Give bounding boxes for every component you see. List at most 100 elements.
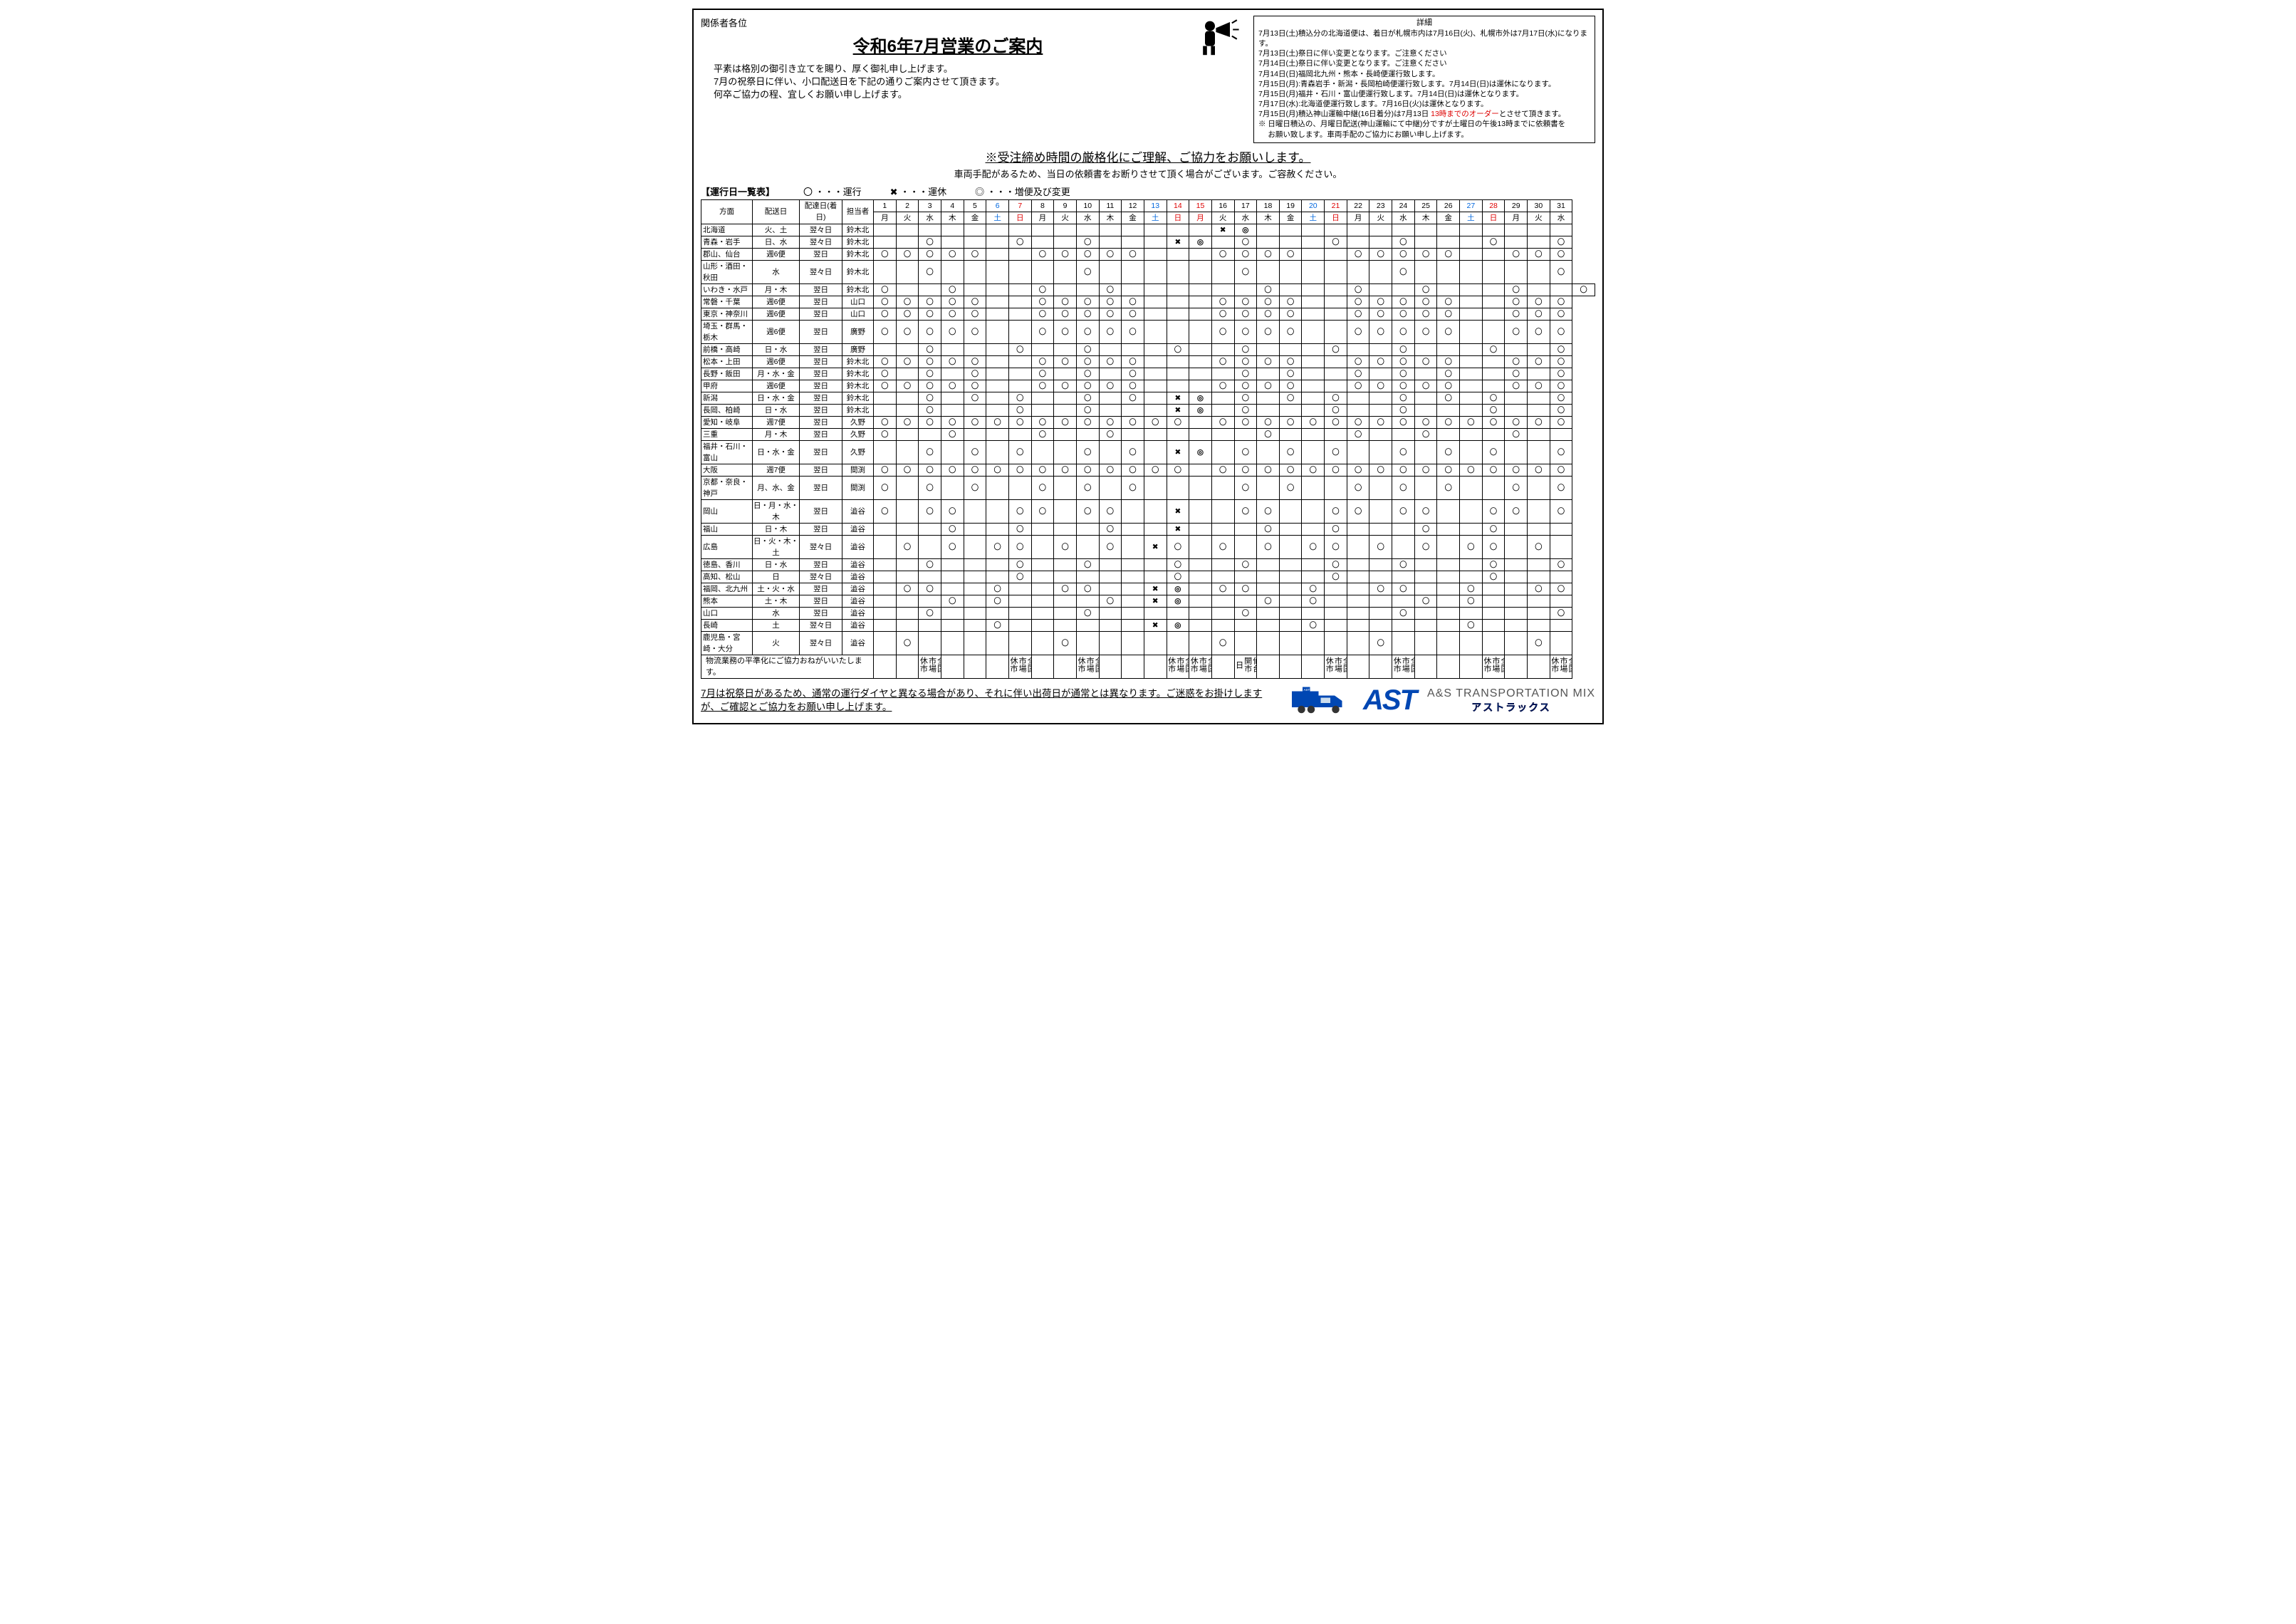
status-cell: [1325, 607, 1347, 619]
status-cell: 〇: [964, 308, 986, 320]
status-cell: 〇: [1008, 535, 1031, 558]
dest-cell: いわき・水戸: [701, 283, 753, 296]
status-cell: [1347, 607, 1369, 619]
footer-cell: 全国市場休市: [1550, 655, 1572, 678]
status-cell: 〇: [1008, 440, 1031, 464]
status-cell: [1211, 499, 1234, 523]
status-cell: [1550, 283, 1572, 296]
status-cell: [1505, 571, 1528, 583]
logo-text: AST: [1363, 685, 1416, 717]
status-cell: [1528, 595, 1550, 607]
status-cell: 〇: [1528, 308, 1550, 320]
status-cell: [874, 571, 897, 583]
status-cell: [1505, 523, 1528, 535]
status-cell: 〇: [1008, 571, 1031, 583]
status-cell: 〇: [1505, 320, 1528, 343]
dest-cell: 新潟: [701, 392, 753, 404]
day-weekday: 日: [1325, 212, 1347, 224]
footer-cell: [964, 655, 986, 678]
status-cell: [1528, 404, 1550, 416]
status-cell: [896, 343, 919, 355]
status-cell: [1392, 283, 1415, 296]
status-cell: [1347, 619, 1369, 631]
status-cell: 〇: [1122, 296, 1144, 308]
info-cell: 鈴木北: [842, 236, 874, 248]
status-cell: 〇: [941, 464, 964, 476]
status-cell: 〇: [941, 283, 964, 296]
status-cell: [1528, 236, 1550, 248]
status-cell: 〇: [1505, 368, 1528, 380]
day-number: 2: [896, 199, 919, 212]
status-cell: [1167, 428, 1189, 440]
status-cell: [1414, 260, 1437, 283]
day-weekday: 日: [1167, 212, 1189, 224]
status-cell: [1325, 308, 1347, 320]
table-row: 常磐・千葉週6便翌日山口〇〇〇〇〇〇〇〇〇〇〇〇〇〇〇〇〇〇〇〇〇〇: [701, 296, 1595, 308]
status-cell: [919, 631, 941, 655]
status-cell: [1211, 558, 1234, 571]
status-cell: 〇: [896, 416, 919, 428]
status-cell: 〇: [986, 583, 1009, 595]
status-cell: [1122, 523, 1144, 535]
status-cell: [1369, 404, 1392, 416]
footer-row: 物流業務の平準化にご協力おねがいいたします。全国市場休市全国市場休市全国市場休市…: [701, 655, 1595, 678]
status-cell: [1211, 523, 1234, 535]
status-cell: 〇: [964, 464, 986, 476]
status-cell: [1460, 428, 1483, 440]
info-cell: 鈴木北: [842, 368, 874, 380]
status-cell: 〇: [1325, 523, 1347, 535]
status-cell: 〇: [1099, 308, 1122, 320]
status-cell: 〇: [1257, 416, 1280, 428]
status-cell: 〇: [1031, 476, 1054, 499]
status-cell: 〇: [874, 308, 897, 320]
status-cell: [1550, 535, 1572, 558]
status-cell: [1189, 607, 1212, 619]
day-number: 18: [1257, 199, 1280, 212]
status-cell: [1369, 428, 1392, 440]
status-cell: [1392, 224, 1415, 236]
status-cell: 〇: [1099, 355, 1122, 368]
status-cell: [1144, 392, 1167, 404]
info-cell: 久野: [842, 416, 874, 428]
info-cell: 水: [753, 260, 800, 283]
info-cell: 日・火・木・土: [753, 535, 800, 558]
status-cell: [964, 619, 986, 631]
day-weekday: 水: [919, 212, 941, 224]
footer-cell: [874, 655, 897, 678]
status-cell: [1099, 224, 1122, 236]
status-cell: [1325, 595, 1347, 607]
status-cell: [1234, 595, 1257, 607]
day-number: 6: [986, 199, 1009, 212]
status-cell: 〇: [1099, 296, 1122, 308]
status-cell: [1211, 440, 1234, 464]
status-cell: [1122, 583, 1144, 595]
status-cell: 〇: [1257, 296, 1280, 308]
info-cell: 翌日: [800, 607, 842, 619]
status-cell: [1505, 236, 1528, 248]
status-cell: 〇: [1550, 440, 1572, 464]
status-cell: 〇: [1550, 248, 1572, 260]
status-cell: 〇: [1008, 523, 1031, 535]
footer-cell: [1279, 655, 1302, 678]
status-cell: 〇: [1279, 380, 1302, 392]
details-line: 7月13日(土)祭日に伴い変更となります。ご注意ください: [1258, 48, 1590, 58]
status-cell: [986, 368, 1009, 380]
status-cell: 〇: [1392, 499, 1415, 523]
status-cell: [1279, 404, 1302, 416]
status-cell: 〇: [964, 320, 986, 343]
status-cell: [941, 368, 964, 380]
status-cell: 〇: [1392, 380, 1415, 392]
status-cell: [986, 476, 1009, 499]
status-cell: [1211, 607, 1234, 619]
status-cell: 〇: [941, 416, 964, 428]
status-cell: [896, 476, 919, 499]
status-cell: [1122, 343, 1144, 355]
status-cell: 〇: [1437, 296, 1460, 308]
status-cell: 〇: [1482, 343, 1505, 355]
page-title: 令和6年7月営業のご案内: [800, 32, 1096, 57]
status-cell: 〇: [1550, 499, 1572, 523]
status-cell: [919, 523, 941, 535]
status-cell: [1211, 283, 1234, 296]
status-cell: [1144, 320, 1167, 343]
footer-cell: 全国市場休市: [1482, 655, 1505, 678]
